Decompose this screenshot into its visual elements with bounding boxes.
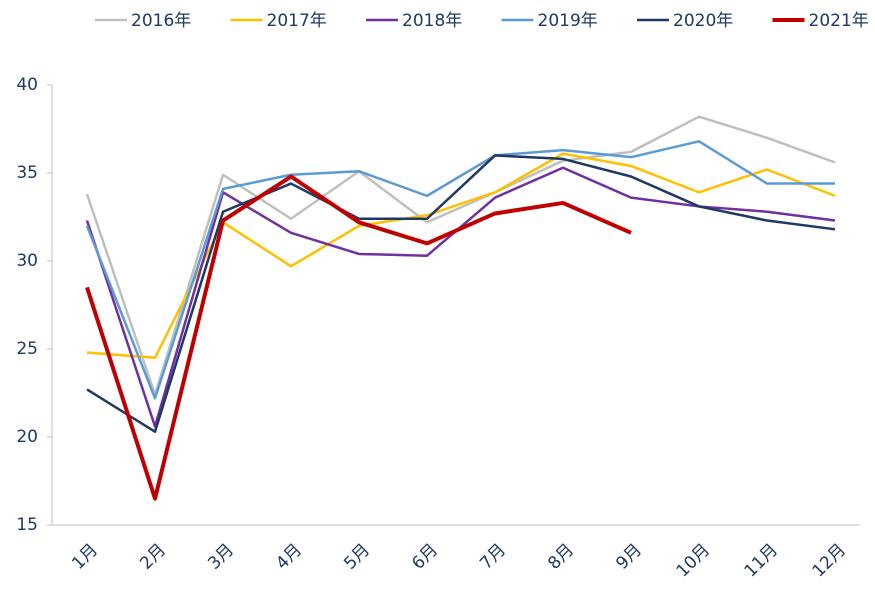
- y-tick-label: 40: [16, 75, 38, 95]
- x-tick-label: 7月: [476, 540, 510, 574]
- series-line: [85, 174, 632, 501]
- x-tick-label: 11月: [741, 540, 782, 581]
- y-tick-label: 25: [16, 339, 38, 359]
- y-tick-label: 35: [16, 163, 38, 183]
- y-tick-label: 20: [16, 427, 38, 447]
- x-tick-label: 6月: [408, 540, 442, 574]
- x-tick-label: 8月: [544, 540, 578, 574]
- x-tick-label: 12月: [809, 540, 850, 581]
- x-tick-label: 5月: [340, 540, 374, 574]
- legend-label: 2018年: [402, 11, 462, 31]
- x-tick-label: 1月: [68, 540, 102, 574]
- x-tick-label: 3月: [204, 540, 238, 574]
- series-line: [86, 154, 836, 433]
- legend-label: 2016年: [131, 11, 191, 31]
- legend-label: 2021年: [809, 11, 869, 31]
- y-tick-label: 30: [16, 251, 38, 271]
- x-tick-label: 10月: [673, 540, 714, 581]
- x-tick-label: 9月: [612, 540, 646, 574]
- legend-label: 2020年: [673, 11, 733, 31]
- legend-label: 2019年: [538, 11, 598, 31]
- x-tick-label: 4月: [272, 540, 306, 574]
- y-tick-label: 15: [16, 515, 38, 535]
- x-tick-label: 2月: [136, 540, 170, 574]
- series-line: [85, 140, 835, 400]
- series-line: [85, 115, 836, 397]
- legend-label: 2017年: [267, 11, 327, 31]
